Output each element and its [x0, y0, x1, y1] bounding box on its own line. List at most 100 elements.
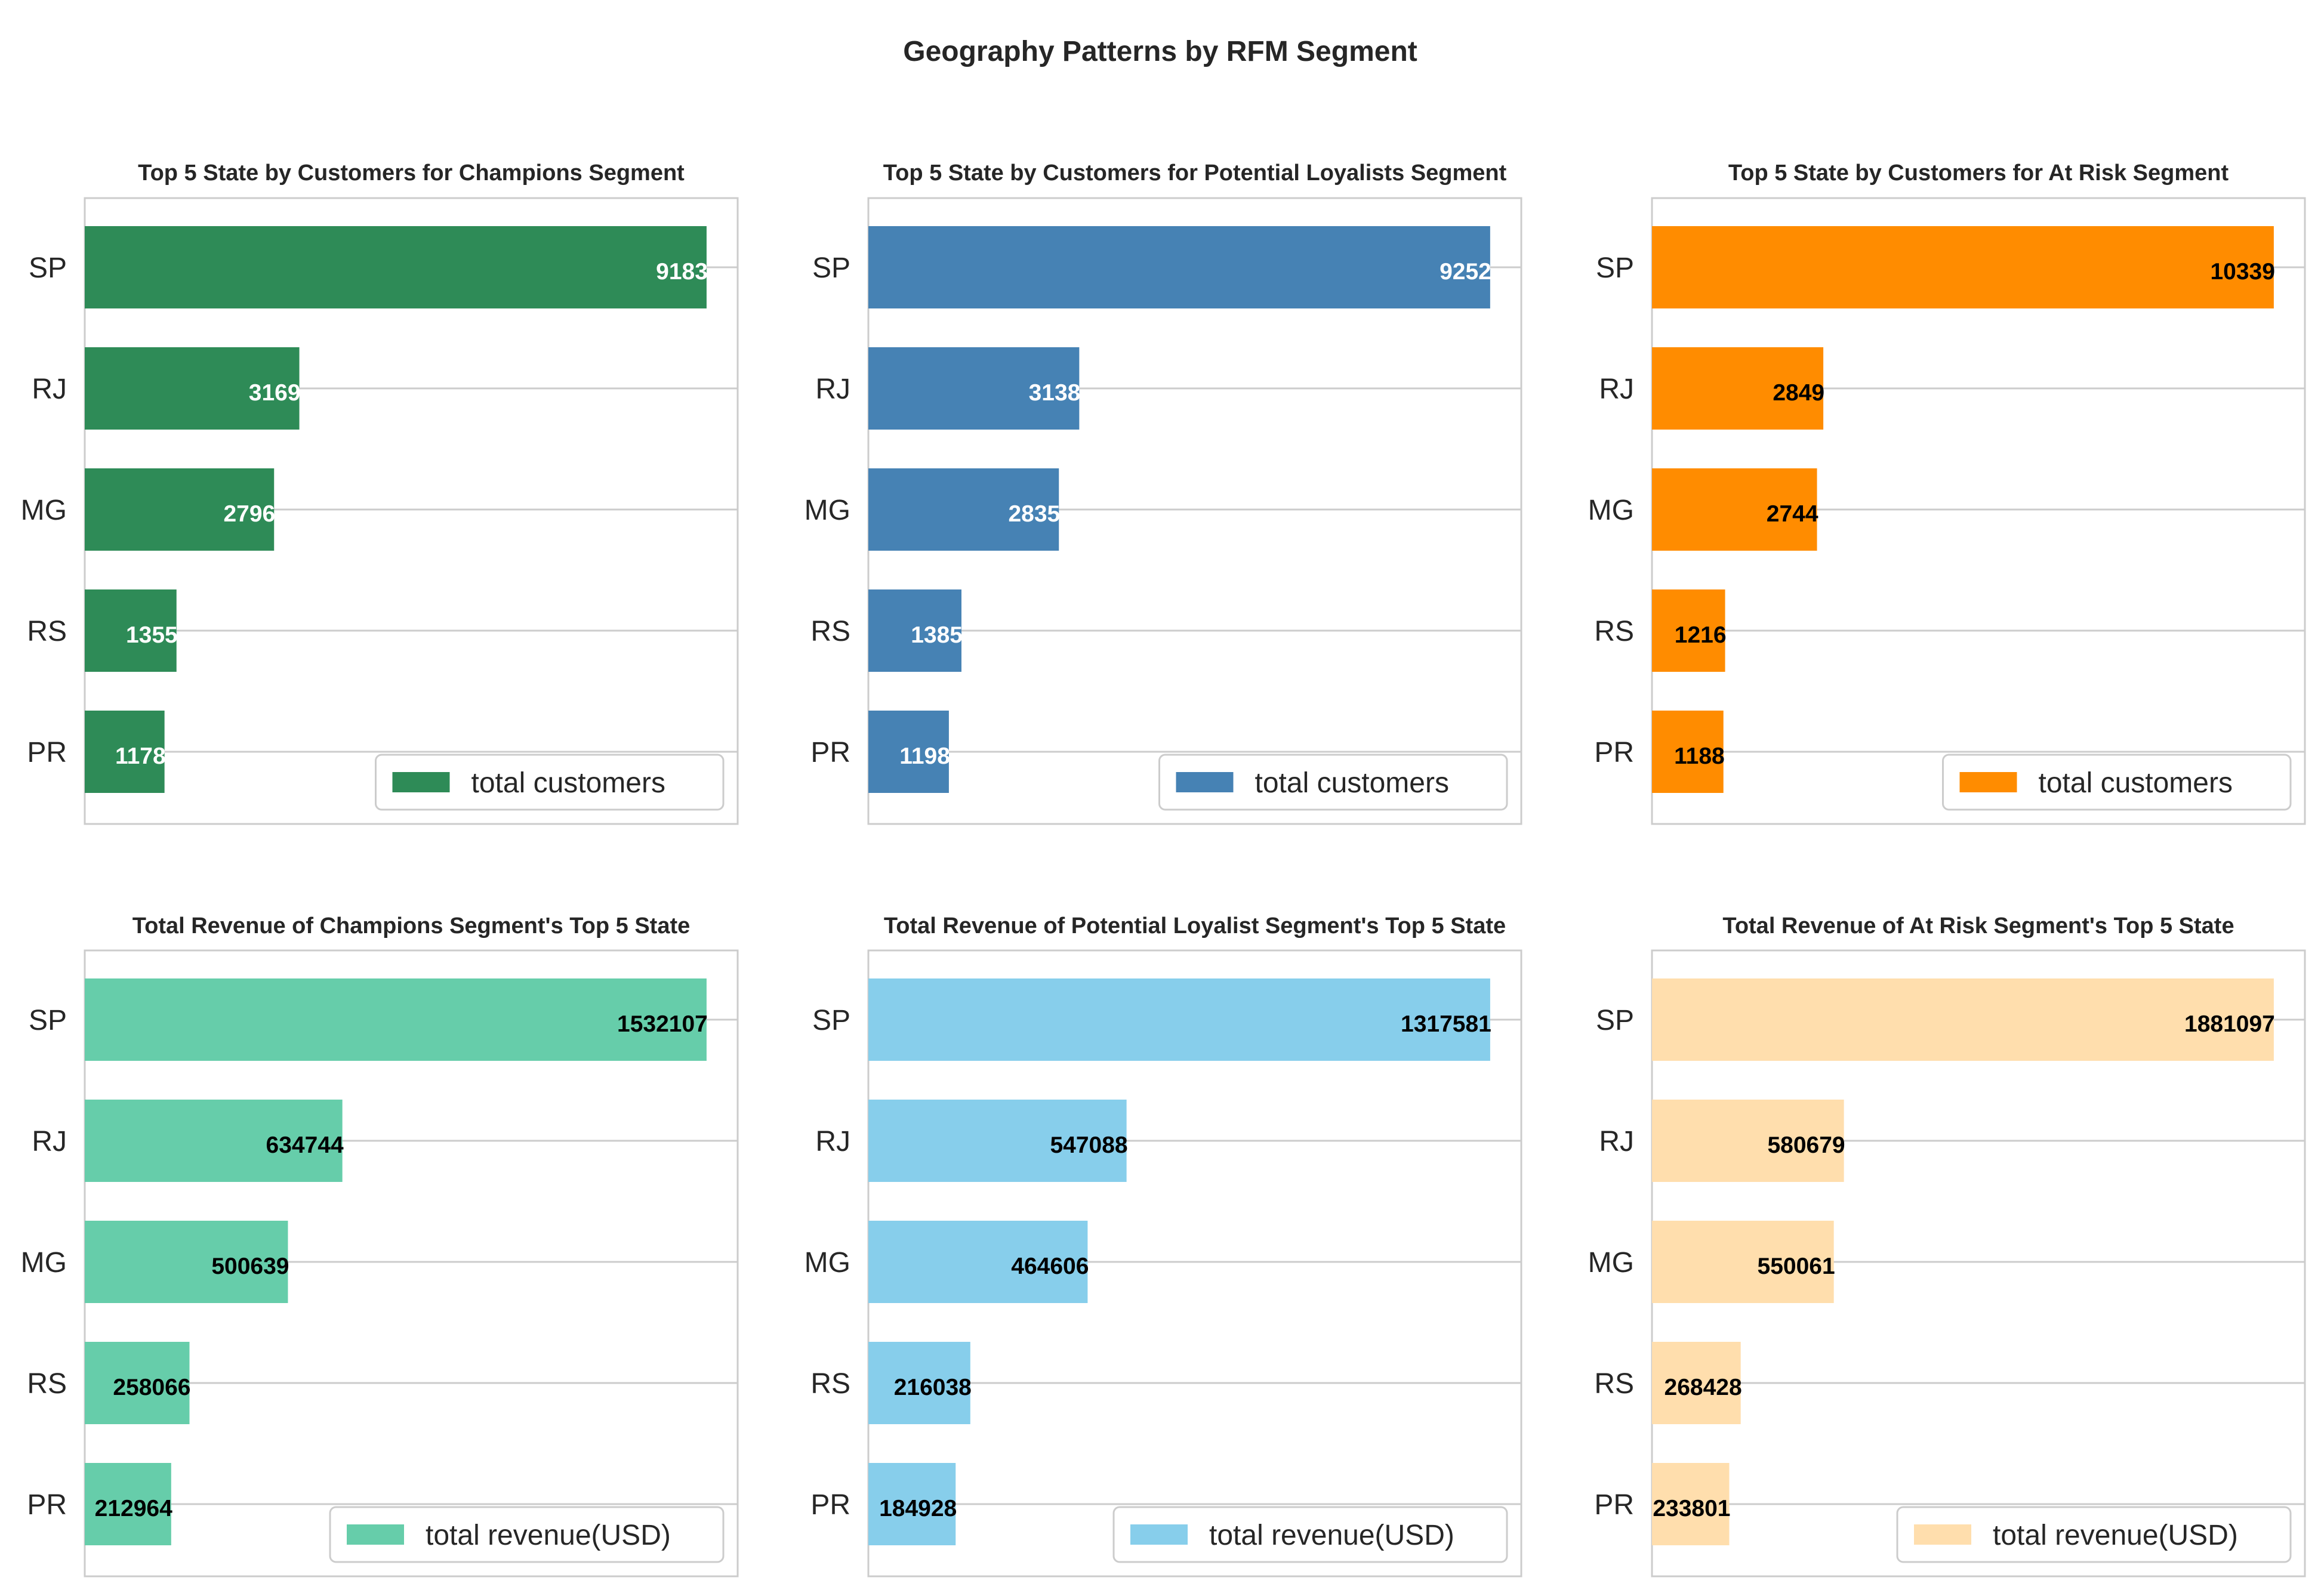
- chart-panel-6: Total Revenue of At Risk Segment's Top 5…: [1588, 913, 2306, 1578]
- bar-rs: [868, 589, 961, 672]
- tick-label: RJ: [815, 373, 850, 405]
- bar-pr: [868, 1463, 956, 1545]
- chart-panel-5: Total Revenue of Potential Loyalist Segm…: [805, 913, 1522, 1578]
- tick-label: SP: [1596, 252, 1634, 284]
- data-label: 3169: [249, 380, 301, 406]
- tick-label: SP: [1596, 1005, 1634, 1036]
- data-label: 550061: [1758, 1254, 1835, 1279]
- panel-title: Total Revenue of Champions Segment's Top…: [132, 913, 691, 939]
- data-label: 1355: [126, 622, 178, 648]
- data-label: 500639: [211, 1254, 289, 1279]
- tick-label: SP: [812, 1005, 850, 1036]
- legend-label: total customers: [2039, 767, 2233, 799]
- legend-box: [1158, 754, 1508, 811]
- bar-pr: [1652, 711, 1724, 793]
- bar-sp: [1652, 978, 2274, 1061]
- data-label: 1385: [911, 622, 963, 648]
- tick-label: RJ: [815, 1126, 850, 1157]
- data-label: 258066: [113, 1375, 190, 1400]
- panel-title: Total Revenue of Potential Loyalist Segm…: [884, 913, 1506, 939]
- bar-rj: [1652, 347, 1824, 430]
- tick-label: MG: [1588, 495, 1634, 526]
- data-label: 2849: [1773, 380, 1824, 406]
- data-label: 1317581: [1401, 1011, 1491, 1037]
- bar-sp: [868, 978, 1490, 1061]
- bar-mg: [85, 1221, 288, 1303]
- bar-rs: [85, 589, 177, 672]
- bar-pr: [1652, 1463, 1730, 1545]
- bar-mg: [1652, 1221, 1834, 1303]
- bar-rs: [868, 1342, 970, 1424]
- tick-label: PR: [1594, 737, 1634, 768]
- data-label: 1188: [1674, 743, 1725, 769]
- legend-swatch: [1914, 1524, 1971, 1545]
- tick-label: RS: [1594, 616, 1634, 647]
- legend-box: [375, 754, 725, 811]
- tick-label: RS: [27, 616, 67, 647]
- legend-box: [1942, 754, 2292, 811]
- legend-box: [1112, 1506, 1508, 1563]
- tick-label: RS: [810, 616, 850, 647]
- legend-box: [1896, 1506, 2292, 1563]
- data-label: 212964: [95, 1496, 172, 1521]
- panel-title: Top 5 State by Customers for Champions S…: [138, 160, 685, 186]
- tick-label: MG: [1588, 1247, 1634, 1279]
- legend-label: total customers: [471, 767, 665, 799]
- legend-swatch: [392, 772, 450, 792]
- data-label: 268428: [1665, 1375, 1742, 1400]
- bar-rj: [85, 347, 300, 430]
- tick-label: MG: [805, 1247, 850, 1279]
- tick-label: RS: [1594, 1368, 1634, 1400]
- legend-swatch: [1959, 772, 2017, 792]
- chart-panel-1: Top 5 State by Customers for Champions S…: [21, 160, 739, 825]
- bar-mg: [85, 468, 275, 551]
- bar-rs: [1652, 589, 1725, 672]
- tick-label: RJ: [1599, 1126, 1634, 1157]
- data-label: 233801: [1653, 1496, 1730, 1521]
- figure-title: Geography Patterns by RFM Segment: [903, 36, 1417, 67]
- bar-sp: [1652, 226, 2274, 308]
- tick-label: RS: [27, 1368, 67, 1400]
- bar-mg: [1652, 468, 1817, 551]
- tick-label: PR: [27, 737, 67, 768]
- bar-rs: [1652, 1342, 1741, 1424]
- data-label: 216038: [894, 1375, 972, 1400]
- data-label: 184928: [879, 1496, 957, 1521]
- legend-label: total revenue(USD): [426, 1520, 671, 1551]
- tick-label: PR: [810, 1489, 850, 1521]
- data-label: 634744: [266, 1132, 344, 1158]
- data-label: 10339: [2210, 259, 2274, 285]
- legend-label: total revenue(USD): [1209, 1520, 1454, 1551]
- data-label: 2835: [1008, 501, 1060, 527]
- legend-label: total customers: [1255, 767, 1449, 799]
- bar-mg: [868, 468, 1059, 551]
- legend-box: [329, 1506, 725, 1563]
- legend-swatch: [347, 1524, 404, 1545]
- bar-pr: [85, 711, 165, 793]
- bar-rj: [1652, 1100, 1844, 1182]
- legend-swatch: [1130, 1524, 1188, 1545]
- data-label: 2744: [1767, 501, 1818, 527]
- chart-panel-2: Top 5 State by Customers for Potential L…: [805, 160, 1522, 825]
- tick-label: RJ: [32, 373, 67, 405]
- bar-rj: [868, 347, 1080, 430]
- data-label: 1178: [115, 743, 166, 769]
- tick-label: PR: [1594, 1489, 1634, 1521]
- tick-label: PR: [810, 737, 850, 768]
- chart-panel-3: Top 5 State by Customers for At Risk Seg…: [1588, 160, 2306, 825]
- bar-sp: [85, 978, 707, 1061]
- data-label: 464606: [1011, 1254, 1089, 1279]
- data-label: 1881097: [2184, 1011, 2275, 1037]
- tick-label: SP: [812, 252, 850, 284]
- bar-sp: [868, 226, 1490, 308]
- panel-title: Total Revenue of At Risk Segment's Top 5…: [1722, 913, 2234, 939]
- tick-label: RS: [810, 1368, 850, 1400]
- tick-label: SP: [29, 252, 67, 284]
- bar-rj: [85, 1100, 343, 1182]
- legend-label: total revenue(USD): [1993, 1520, 2238, 1551]
- legend-swatch: [1176, 772, 1234, 792]
- data-label: 3138: [1029, 380, 1081, 406]
- data-label: 2796: [223, 501, 275, 527]
